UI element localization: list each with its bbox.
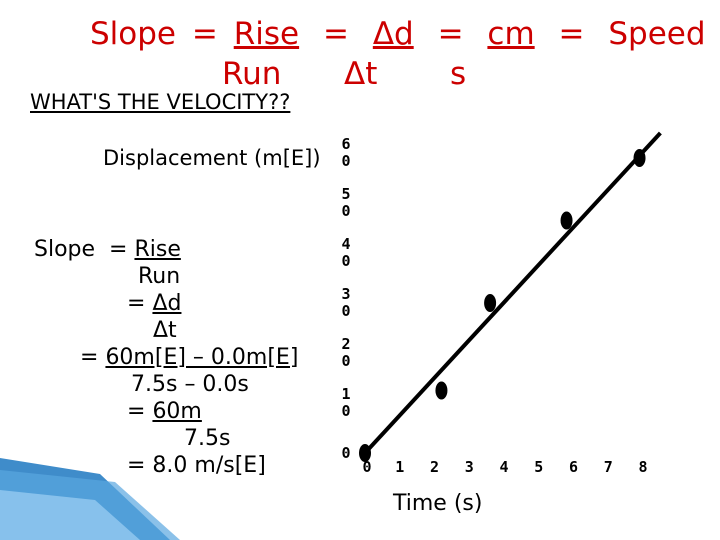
title-delta-t: Δt <box>344 56 378 92</box>
work-delta-d: Δd <box>152 291 182 316</box>
work-eq-prefix-3: = <box>127 399 153 424</box>
data-point-3 <box>560 211 573 230</box>
title-run: Run <box>222 56 282 92</box>
title-s: s <box>450 56 467 92</box>
work-denominator: 7.5s – 0.0s <box>131 372 249 397</box>
title-rise: Rise <box>233 16 300 52</box>
work-line-7: = 60m <box>127 398 202 425</box>
best-fit-line <box>363 131 662 455</box>
x-tick-label: 6 <box>569 458 578 476</box>
work-result: = 8.0 m/s[E] <box>127 453 266 478</box>
work-line-5: = 60m[E] – 0.0m[E] <box>80 344 298 371</box>
data-point-0 <box>359 444 371 462</box>
work-line-1: Slope = Rise <box>34 236 181 263</box>
title-speed: Speed <box>608 16 706 52</box>
y-tick-label: 0 <box>341 444 350 462</box>
work-eq-prefix-2: = <box>80 345 106 370</box>
data-points <box>359 149 646 462</box>
x-axis-label: Time (s) <box>393 491 483 516</box>
data-point-1 <box>435 381 448 400</box>
corner-swoosh-pale <box>0 490 140 540</box>
x-tick-label: 8 <box>638 458 647 476</box>
title-line-1: Slope = Rise = Δd = cm = Speed <box>90 16 706 52</box>
work-simplified-denominator: 7.5s <box>184 426 231 451</box>
work-rise: Rise <box>134 237 181 262</box>
title-eq-1: = <box>191 16 218 52</box>
title-delta-d: Δd <box>372 16 414 52</box>
work-line-3: = Δd <box>127 290 181 317</box>
x-tick-label: 3 <box>465 458 474 476</box>
title-slope: Slope <box>90 16 177 52</box>
title-cm: cm <box>487 16 535 52</box>
data-point-4 <box>633 149 646 167</box>
data-point-2 <box>484 294 497 312</box>
work-numerator: 60m[E] – 0.0m[E] <box>105 345 299 370</box>
work-run: Run <box>138 264 181 289</box>
x-tick-labels: 0 1 2 3 4 5 6 7 8 <box>362 458 647 476</box>
work-eq-prefix-1: = <box>127 291 153 316</box>
x-tick-label: 4 <box>499 458 508 476</box>
y-axis-label: Displacement (m[E]) <box>103 146 321 170</box>
work-delta-t: Δt <box>153 318 177 343</box>
title-eq-4: = <box>558 16 585 52</box>
work-slope-prefix: Slope = <box>34 237 135 262</box>
title-eq-2: = <box>322 16 349 52</box>
velocity-question: WHAT'S THE VELOCITY?? <box>30 90 291 114</box>
x-tick-label: 0 <box>362 458 371 476</box>
y-tick-labels: 0 1 0 2 0 3 0 4 0 5 0 6 0 <box>341 135 350 462</box>
work-simplified-numerator: 60m <box>152 399 202 424</box>
x-tick-label: 2 <box>430 458 439 476</box>
x-tick-label: 1 <box>395 458 404 476</box>
x-tick-label: 5 <box>534 458 543 476</box>
title-eq-3: = <box>437 16 464 52</box>
x-tick-label: 7 <box>604 458 613 476</box>
